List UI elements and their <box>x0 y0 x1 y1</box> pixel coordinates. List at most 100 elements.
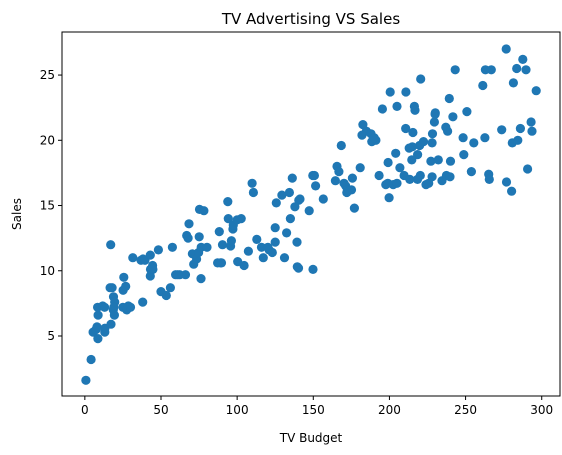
data-point-176 <box>309 170 319 181</box>
data-point-151 <box>480 133 490 143</box>
data-point-156 <box>501 44 511 54</box>
data-point-158 <box>507 186 517 196</box>
data-point-196 <box>404 143 414 153</box>
data-point-20 <box>121 281 131 291</box>
data-point-94 <box>336 140 346 151</box>
data-point-125 <box>413 150 423 160</box>
data-point-50 <box>199 206 209 216</box>
data-point-100 <box>349 203 359 213</box>
data-point-111 <box>383 157 393 168</box>
data-point-155 <box>497 125 507 135</box>
y-tick-label: 15 <box>40 199 55 213</box>
data-point-162 <box>513 135 523 145</box>
y-axis-label: Sales <box>10 198 24 230</box>
data-point-185 <box>125 302 136 312</box>
data-point-178 <box>270 237 280 247</box>
data-point-183 <box>173 270 183 280</box>
data-point-160 <box>508 78 518 88</box>
data-point-91 <box>330 176 340 186</box>
data-point-184 <box>145 250 155 260</box>
data-point-88 <box>308 264 318 274</box>
data-point-153 <box>484 174 494 184</box>
x-tick-label: 250 <box>454 403 477 417</box>
data-point-149 <box>469 138 479 148</box>
data-point-141 <box>445 172 455 182</box>
data-point-131 <box>426 156 436 166</box>
data-point-136 <box>433 155 443 165</box>
data-point-81 <box>292 237 302 247</box>
data-point-179 <box>285 214 295 224</box>
data-point-101 <box>355 163 365 173</box>
data-point-107 <box>374 170 384 181</box>
data-point-32 <box>153 245 163 255</box>
data-point-127 <box>416 74 426 84</box>
x-axis: 0 50 100 150 200 250 300 <box>81 396 553 417</box>
data-point-35 <box>165 283 175 293</box>
data-point-121 <box>408 127 418 138</box>
data-point-144 <box>450 65 460 75</box>
data-point-64 <box>239 260 249 271</box>
x-tick-label: 200 <box>378 403 401 417</box>
data-point-23 <box>128 253 138 263</box>
data-point-76 <box>279 253 290 263</box>
y-axis: 5 10 15 20 25 <box>40 68 62 343</box>
data-point-74 <box>271 198 281 208</box>
data-point-188 <box>100 302 110 312</box>
x-tick-label: 300 <box>530 403 553 417</box>
data-point-10 <box>106 319 116 329</box>
data-point-4 <box>93 334 103 344</box>
y-tick-label: 20 <box>40 133 55 147</box>
data-point-187 <box>92 322 102 332</box>
data-point-25 <box>138 297 148 307</box>
data-point-39 <box>180 270 191 280</box>
data-point-119 <box>405 174 415 184</box>
data-point-177 <box>270 223 280 233</box>
data-point-36 <box>167 242 177 252</box>
data-point-172 <box>357 130 367 140</box>
data-point-164 <box>518 54 528 64</box>
data-point-90 <box>318 194 328 204</box>
data-point-66 <box>247 178 257 188</box>
data-point-150 <box>478 80 488 91</box>
data-points <box>81 44 541 385</box>
data-point-132 <box>427 138 437 148</box>
data-point-147 <box>462 107 472 117</box>
data-point-180 <box>189 259 199 269</box>
data-point-174 <box>441 122 451 132</box>
data-point-133 <box>427 129 438 139</box>
data-point-51 <box>202 242 212 252</box>
data-point-112 <box>384 193 394 203</box>
data-point-73 <box>267 247 277 258</box>
data-point-189 <box>109 302 119 312</box>
data-point-165 <box>521 65 531 75</box>
data-point-115 <box>392 101 402 111</box>
data-point-0 <box>81 375 91 385</box>
data-point-145 <box>458 133 468 143</box>
data-point-77 <box>282 228 292 238</box>
x-tick-label: 150 <box>302 403 325 417</box>
x-tick-label: 100 <box>226 403 249 417</box>
y-tick-label: 5 <box>47 329 55 343</box>
data-point-83 <box>293 263 304 273</box>
data-point-167 <box>527 126 537 136</box>
data-point-182 <box>215 258 225 268</box>
x-tick-label: 50 <box>153 403 168 417</box>
data-point-140 <box>444 93 454 104</box>
data-point-166 <box>523 164 533 174</box>
data-point-191 <box>427 172 437 182</box>
data-point-41 <box>183 233 193 243</box>
data-point-85 <box>295 194 305 204</box>
data-point-142 <box>445 156 456 166</box>
data-point-75 <box>277 190 287 200</box>
data-point-123 <box>410 105 420 115</box>
data-point-143 <box>448 112 458 122</box>
data-point-148 <box>466 167 476 177</box>
data-point-86 <box>304 206 314 216</box>
data-point-168 <box>531 86 541 96</box>
data-point-65 <box>243 246 253 256</box>
data-point-116 <box>395 163 405 173</box>
y-tick-label: 25 <box>40 68 55 82</box>
data-point-79 <box>287 173 297 183</box>
data-point-78 <box>284 187 294 198</box>
